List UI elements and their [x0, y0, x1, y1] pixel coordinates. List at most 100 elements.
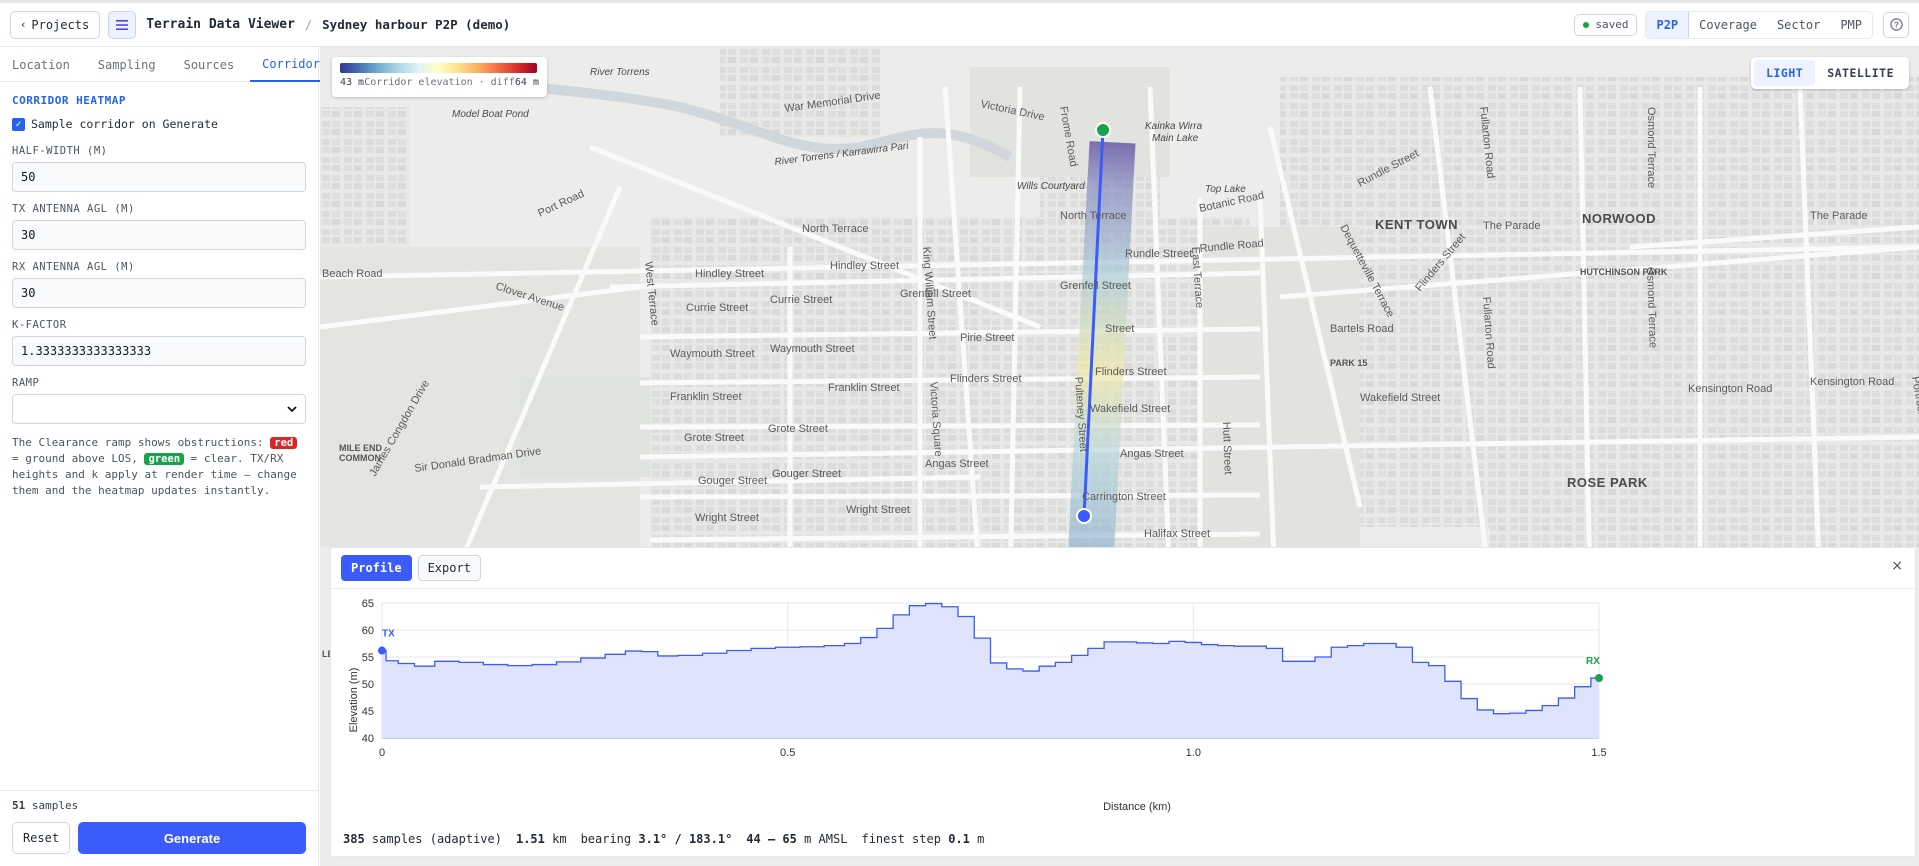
- map-label: Top Lake: [1205, 184, 1246, 195]
- basemap-light-button[interactable]: LIGHT: [1754, 60, 1816, 86]
- map-label: Waymouth Street: [670, 348, 755, 360]
- reset-button[interactable]: Reset: [12, 822, 70, 854]
- ramp-help-text: The Clearance ramp shows obstructions: r…: [12, 435, 306, 499]
- tx-agl-input[interactable]: 30: [12, 220, 306, 250]
- red-tag: red: [270, 437, 298, 449]
- map-label: Wills Courtyard: [1017, 181, 1085, 192]
- chart-markers: TX RX: [378, 629, 1603, 683]
- mode-tab-coverage[interactable]: Coverage: [1699, 17, 1757, 32]
- projects-button[interactable]: ‹ Projects: [10, 10, 101, 39]
- streets: [320, 86, 1919, 588]
- map-label: The Parade: [1483, 220, 1540, 232]
- ramp-select[interactable]: [12, 394, 306, 424]
- help-button[interactable]: ?: [1883, 11, 1909, 38]
- map-label: Main Lake: [1152, 133, 1199, 144]
- x-tick-label: 0.5: [780, 747, 795, 759]
- map-label: Waymouth Street: [770, 343, 855, 355]
- sample-corridor-checkbox[interactable]: ✓: [12, 117, 25, 131]
- y-axis-title: Elevation (m): [348, 668, 360, 733]
- hamburger-icon: [116, 19, 129, 30]
- stat-step: finest step 0.1 m: [861, 832, 984, 846]
- corridor-heatmap: [1066, 141, 1136, 583]
- basemap-satellite-button[interactable]: SATELLITE: [1827, 66, 1894, 80]
- generate-button[interactable]: Generate: [78, 822, 306, 854]
- tab-corridor-label: Corridor: [262, 56, 320, 71]
- map-label: NORWOOD: [1582, 211, 1656, 226]
- chart-ticks: 40 45 50 55 60 65 0 0.5 1.0 1.5: [362, 598, 1607, 759]
- tx-marker-label: TX: [382, 629, 395, 640]
- rx-agl-label: RX ANTENNA AGL (M): [12, 261, 135, 273]
- sidebar: Location Sampling Sources Corridor CORRI…: [0, 47, 341, 866]
- elevation-profile-chart: 40 45 50 55 60 65 0 0.5 1.0 1.5 TX RX Distance (km…: [348, 598, 1607, 813]
- map-label: MILE END: [339, 443, 383, 453]
- x-tick-label: 1.0: [1186, 747, 1201, 759]
- map-canvas[interactable]: River Torrens Model Boat Pond War Memori…: [320, 47, 1919, 866]
- map-label: Wakefield Street: [1360, 392, 1440, 404]
- rx-agl-input[interactable]: 30: [12, 278, 306, 308]
- saved-label: saved: [1595, 18, 1629, 31]
- tab-location[interactable]: Location: [12, 57, 70, 72]
- legend-min: 43 m: [340, 77, 365, 88]
- profile-panel: Profile Export × 40 45 50 55 60 65 0 0.5 1.0 1.5 …: [330, 547, 1916, 857]
- projects-label: Projects: [31, 17, 90, 32]
- status-dot-icon: [1583, 21, 1590, 28]
- corridor-form: CORRIDOR HEATMAP ✓ Sample corridor on Ge…: [0, 82, 318, 511]
- tab-export[interactable]: Export: [417, 555, 481, 581]
- tab-sources[interactable]: Sources: [183, 57, 235, 72]
- map-label: ROSE PARK: [1567, 475, 1648, 490]
- tx-site-marker[interactable]: [1076, 508, 1092, 524]
- blocks-south-east: [1490, 487, 1919, 547]
- mode-tab-sector[interactable]: Sector: [1776, 17, 1821, 32]
- blocks-east: [1280, 77, 1919, 527]
- mode-tab-p2p[interactable]: P2P: [1646, 11, 1690, 38]
- rx-marker-label: RX: [1586, 656, 1600, 667]
- map-label: North Terrace: [802, 223, 868, 235]
- map-label: COMMON: [339, 453, 381, 463]
- y-tick-label: 60: [362, 625, 374, 637]
- tab-sampling[interactable]: Sampling: [97, 57, 156, 72]
- map-label: Beach Road: [322, 268, 383, 280]
- k-factor-input[interactable]: 1.3333333333333333: [12, 336, 306, 366]
- map-label: Grenfell Street: [1060, 280, 1131, 292]
- x-tick-label: 0: [379, 747, 385, 759]
- y-tick-label: 45: [362, 706, 374, 718]
- y-tick-label: 55: [362, 652, 374, 664]
- corridor-legend: 43 m Corridor elevation · diff 64 m: [332, 57, 547, 97]
- samples-count: 51 samples: [12, 799, 306, 812]
- green-tag: green: [144, 453, 185, 465]
- map-label: Fullarton Road: [1480, 296, 1497, 369]
- map-view[interactable]: River Torrens Model Boat Pond War Memori…: [320, 47, 1919, 866]
- map-label: Hindley Street: [830, 260, 899, 272]
- stat-value: 0.1: [948, 832, 970, 846]
- blocks-north-west: [720, 47, 880, 137]
- mode-tab-pmp[interactable]: PMP: [1840, 17, 1862, 32]
- terrain-area: [382, 603, 1599, 738]
- x-axis-title: Distance (km): [1103, 801, 1171, 813]
- terrain-line: [382, 602, 1599, 715]
- map-label: Grote Street: [768, 423, 828, 435]
- map-label: Gouger Street: [698, 475, 767, 487]
- map-label: HUTCHINSON PARK: [1580, 267, 1668, 277]
- profile-stats: 385 samples (adaptive) 1.51 km bearing 3…: [343, 832, 984, 846]
- rx-site-marker[interactable]: [1095, 122, 1111, 138]
- y-tick-label: 40: [362, 733, 374, 745]
- map-label: Rundle Road: [1199, 237, 1264, 255]
- help-text-part: The Clearance ramp shows obstructions:: [12, 436, 271, 449]
- samples-number: 51: [12, 799, 26, 812]
- menu-button[interactable]: [108, 10, 137, 39]
- stat-text: m: [977, 832, 985, 846]
- close-icon[interactable]: ×: [1891, 558, 1903, 574]
- stat-bearing: bearing 3.1° / 183.1°: [581, 832, 733, 846]
- map-label: Wright Street: [695, 512, 759, 524]
- map-label: Flinders Street: [1095, 366, 1167, 378]
- help-text-part: = clear. TX/RX heights and k apply at re…: [12, 452, 297, 497]
- half-width-input[interactable]: 50: [12, 162, 306, 192]
- x-tick-label: 1.5: [1591, 747, 1606, 759]
- stat-text: m AMSL: [804, 832, 848, 846]
- stat-value: 44 – 65: [746, 832, 797, 846]
- top-bar: ‹ Projects Terrain Data Viewer / Sydney …: [0, 0, 1919, 47]
- tab-profile[interactable]: Profile: [341, 555, 412, 581]
- map-label: Bartels Road: [1330, 323, 1394, 335]
- tx-agl-label: TX ANTENNA AGL (M): [12, 203, 135, 215]
- map-label: Kensington Road: [1810, 376, 1894, 388]
